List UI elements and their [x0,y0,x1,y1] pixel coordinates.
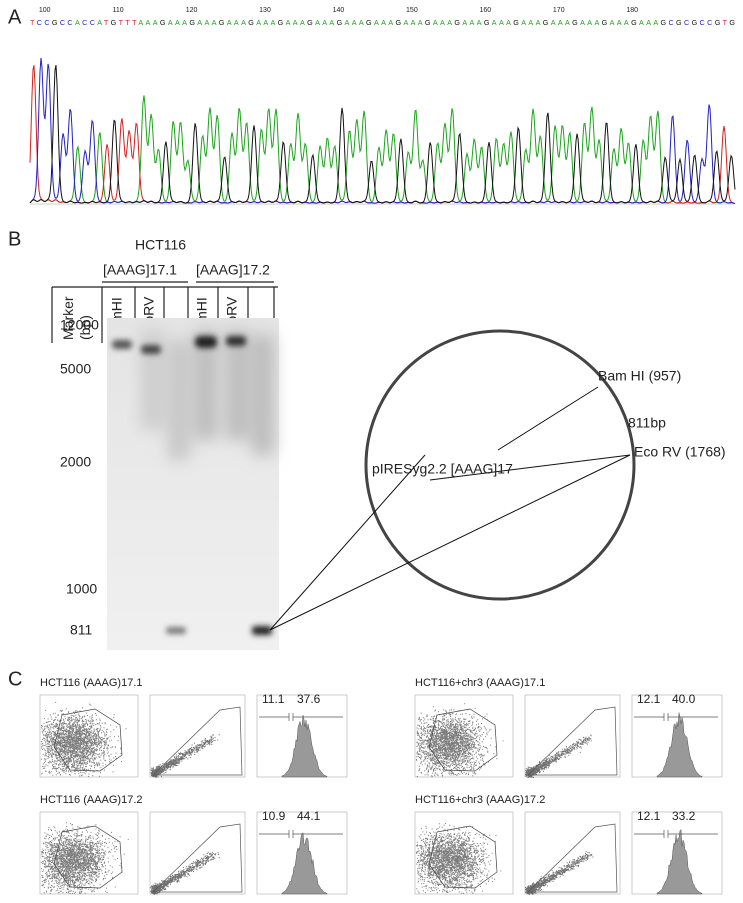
marker-label: 5000 [60,361,91,377]
marker-label: 811 [70,622,93,638]
histogram [656,712,703,778]
scatter-dots [41,701,127,777]
doublet-dots [150,734,220,778]
position-label: 120 [186,7,198,14]
gate-percent: 10.9 [262,809,286,823]
site-label: Eco RV (1768) [634,444,726,460]
panel-label: B [8,228,21,250]
sample-title: HCT116+chr3 (AAAG)17.2 [415,794,545,806]
doublet-frame [524,694,621,778]
gel-bands [112,336,272,635]
gate [53,825,123,889]
position-label: 160 [479,7,491,14]
gate-percent: 40.0 [672,692,696,706]
flow-sample: HCT116 (AAAG)17.1 11.1 37.6 [39,677,348,778]
marker-label: 2000 [60,454,91,470]
doublet-gate [527,823,618,893]
panel-label: A [8,6,22,28]
gate-percent: 12.1 [637,692,661,706]
plasmid-map [364,329,636,601]
sample-title: HCT116 (AAAG)17.2 [40,794,143,806]
histogram [281,715,328,778]
doublet-gate [527,706,618,776]
panel-label: C [8,668,22,690]
plasmid-name: pIRESyg2.2 [AAAG]17 [372,461,513,477]
gate-percent: 33.2 [672,809,696,823]
hist-gates [634,713,718,721]
flow-sample: HCT116+chr3 (AAAG)17.2 12.1 33.2 [414,794,723,895]
doublet-frame [149,694,246,778]
lane-label: Marker(bp) [60,296,93,340]
trace [29,65,736,204]
gate-percent: 37.6 [297,692,321,706]
hist-gates [259,830,343,838]
doublet-frame [524,811,621,895]
flow-sample: HCT116 (AAAG)17.2 10.9 44.1 [39,794,348,895]
scatter-dots [416,823,502,894]
position-label: 150 [406,7,418,14]
site-label: Bam HI (957) [598,368,681,384]
scatter-frame [414,811,514,895]
scatter-frame [39,694,139,778]
scatter-frame [414,694,514,778]
hist-gates [634,830,718,838]
flow-panels: HCT116 (AAAG)17.1 11.1 37.6 HCT116+chr3 (AA… [39,677,723,895]
doublet-gate [152,823,243,893]
gate-percent: 12.1 [637,809,661,823]
trace [29,95,736,205]
doublet-dots [525,734,592,778]
position-label: 180 [626,7,638,14]
doublet-dots [150,851,220,895]
sample-title: HCT116+chr3 (AAAG)17.1 [415,677,545,689]
trace [29,65,736,205]
histogram [656,828,703,895]
flow-sample: HCT116+chr3 (AAAG)17.1 12.1 40.0 [414,677,723,778]
doublet-frame [149,811,246,895]
histogram [281,832,328,895]
gate-percent: 11.1 [262,692,285,706]
gel-smears [141,330,274,460]
doublet-dots [525,851,594,895]
gate [428,825,498,889]
fragment-label: 811bp [628,415,666,431]
gate-percent: 44.1 [297,809,321,823]
position-label: 130 [259,7,271,14]
gel [107,318,279,650]
scatter-dots [41,822,129,894]
position-label: 110 [113,7,124,14]
marker-label: 1000 [66,581,97,597]
gate [53,708,123,772]
position-label: 140 [333,7,345,14]
position-label: 170 [553,7,565,14]
marker-label: 12000 [60,317,99,333]
zoom-lines [269,386,631,631]
gate [428,708,498,772]
cell-line: HCT116 [135,237,186,253]
hist-gates [259,713,343,721]
scatter-dots [416,703,504,777]
scatter-frame [39,811,139,895]
clone-label: [AAAG]17.1 [103,262,177,278]
sample-title: HCT116 (AAAG)17.1 [40,677,143,689]
doublet-gate [152,706,243,776]
position-label: 100 [39,7,51,14]
clone-label: [AAAG]17.2 [196,262,270,278]
